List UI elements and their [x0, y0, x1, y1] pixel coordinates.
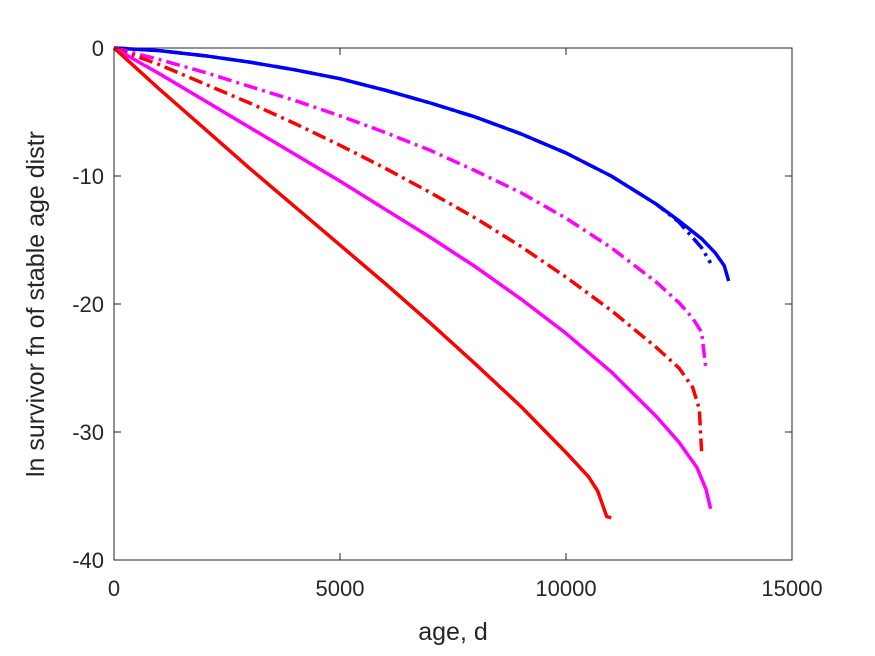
x-tick-label: 10000 — [535, 576, 596, 601]
y-tick-label: 0 — [92, 36, 104, 61]
y-tick-label: -40 — [72, 548, 104, 573]
x-tick-label: 0 — [108, 576, 120, 601]
series-line-5 — [113, 46, 713, 510]
y-tick-label: -20 — [72, 292, 104, 317]
x-tick-label: 15000 — [761, 576, 822, 601]
series-line-2 — [113, 46, 713, 264]
series-line-6 — [112, 46, 612, 520]
plot-area — [113, 47, 793, 561]
y-axis-title: ln survivor fn of stable age distr — [22, 131, 50, 477]
x-axis-title: age, d — [418, 618, 488, 646]
y-tick-label: -10 — [72, 164, 104, 189]
x-tick-label: 5000 — [316, 576, 365, 601]
tick-layer: 0 5000 10000 15000 0 -10 -20 -30 -40 — [72, 36, 822, 601]
series-line-4 — [113, 46, 704, 452]
series-line-3 — [113, 46, 708, 371]
series-layer — [112, 46, 731, 520]
y-tick-label: -30 — [72, 420, 104, 445]
